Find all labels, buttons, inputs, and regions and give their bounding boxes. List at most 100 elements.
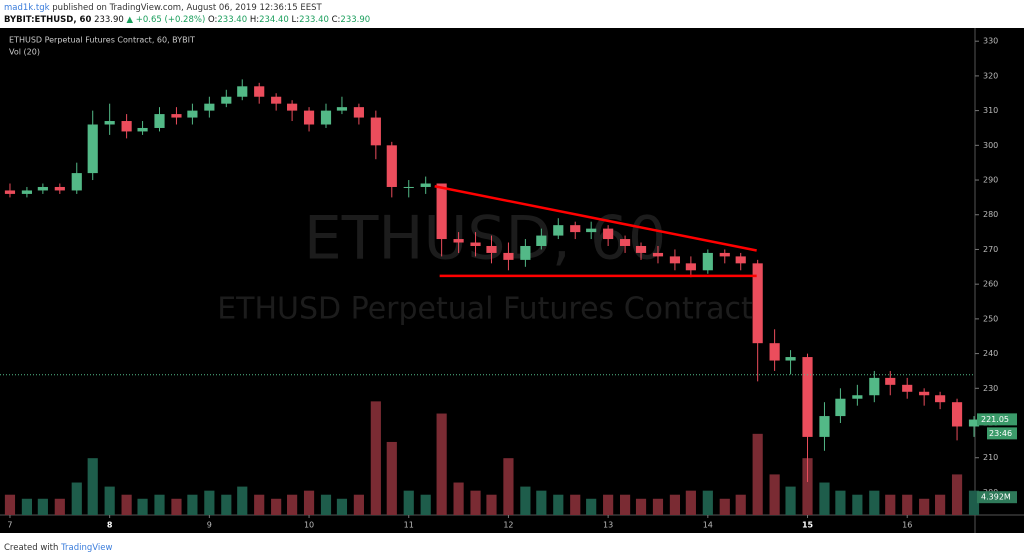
candle-body [21,190,33,194]
candle-body [802,357,813,437]
volume-bar [769,474,780,515]
candle-body [137,127,148,132]
candle-body [852,395,863,399]
candle-body [353,107,364,118]
footer: Created with TradingView [4,543,112,553]
countdown: 23:46 [989,429,1012,438]
candle-body [885,377,896,385]
volume-bar [819,482,830,515]
volume-bar [320,494,332,515]
volume-bar [935,494,946,515]
volume-tag [977,491,1017,504]
candle-body [685,263,696,271]
volume-bar [719,498,730,515]
volume-bar [702,490,713,515]
candle-body [835,398,846,417]
candle-body [221,96,232,104]
candle-body [603,228,614,240]
volume-bar [403,490,414,515]
volume-bar [254,494,265,515]
volume-bar [669,494,681,515]
volume-bar [271,498,282,515]
candle-body [769,343,780,361]
candle-body [669,256,681,264]
footer-brand[interactable]: TradingView [60,543,112,553]
volume-bar [520,486,531,515]
volume-bar [386,441,397,515]
plot-background [0,28,1024,533]
ohlc-value: 233.90 [340,15,370,25]
volume-tag-label: 4.392M [981,493,1011,502]
candle-body [735,256,746,264]
volume-bar [137,498,148,515]
volume-bar [503,458,514,515]
candle-body [121,121,132,132]
symbol-line: BYBIT:ETHUSD, 60 233.90 ▲ +0.65 (+0.28%)… [4,15,370,25]
candle-body [336,107,348,111]
volume-bar [902,494,913,515]
y-tick-label: 280 [983,210,998,219]
volume-bar [652,498,664,515]
plot: 2002102202302402502602702802903003103203… [0,37,998,530]
ohlc-label: C: [332,15,341,25]
volume-bar [603,494,614,515]
candle-body [403,186,414,188]
volume-bar [353,494,364,515]
x-tick-label: 10 [304,521,314,530]
candle-body [951,402,963,427]
price: 233.90 [94,15,124,25]
ohlc-value: 234.40 [259,15,289,25]
volume-bar [87,458,98,515]
candle-body [919,391,930,396]
volume-bar [171,498,182,515]
volume-bar [968,490,980,515]
volume-bar [919,498,930,515]
candle-body [635,245,647,253]
legend-volume: Vol (20) [9,48,40,57]
candle-body [935,395,946,403]
ohlc-value: 233.40 [217,15,247,25]
candle-body [520,245,531,260]
y-tick-label: 240 [983,349,998,358]
volume-bar [204,490,215,515]
candle-body [652,252,664,257]
candle-body [453,239,464,243]
volume-bar [951,474,963,515]
author[interactable]: mad1k.tgk [4,3,50,13]
volume-bar [852,494,863,515]
y-tick-label: 320 [983,71,998,80]
candle-body [370,117,381,146]
watermark: ETHUSD Perpetual Futures Contract [217,292,753,327]
volume-bar [735,494,746,515]
volume-bar [54,498,65,515]
candle-body [54,186,65,191]
x-tick-label: 12 [503,521,513,530]
y-tick-label: 230 [983,384,998,393]
published: published on TradingView.com, August 06,… [50,3,323,13]
volume-bar [586,498,597,515]
footer-text: Created with [4,543,58,553]
ohlc-label: O: [208,15,217,25]
candle-body [586,228,597,233]
x-tick-label: 11 [404,521,414,530]
y-tick-label: 330 [983,37,998,46]
x-tick-label: 15 [802,521,814,530]
volume-bar [869,490,880,515]
volume-bar [237,486,248,515]
volume-bar [619,494,631,515]
volume-bar [635,498,647,515]
symbol: BYBIT:ETHUSD, 60 [4,15,91,25]
volume-bar [835,490,846,515]
y-tick-label: 270 [983,245,998,254]
y-tick-label: 300 [983,141,998,150]
volume-bar [802,458,813,515]
candle-body [154,114,165,128]
candle-body [619,239,631,246]
x-tick-label: 7 [7,521,12,530]
publish-line: mad1k.tgk published on TradingView.com, … [4,3,322,13]
candle-body [171,114,182,118]
volume-bar [453,482,464,515]
volume-bar [221,494,232,515]
y-tick-label: 250 [983,314,998,323]
